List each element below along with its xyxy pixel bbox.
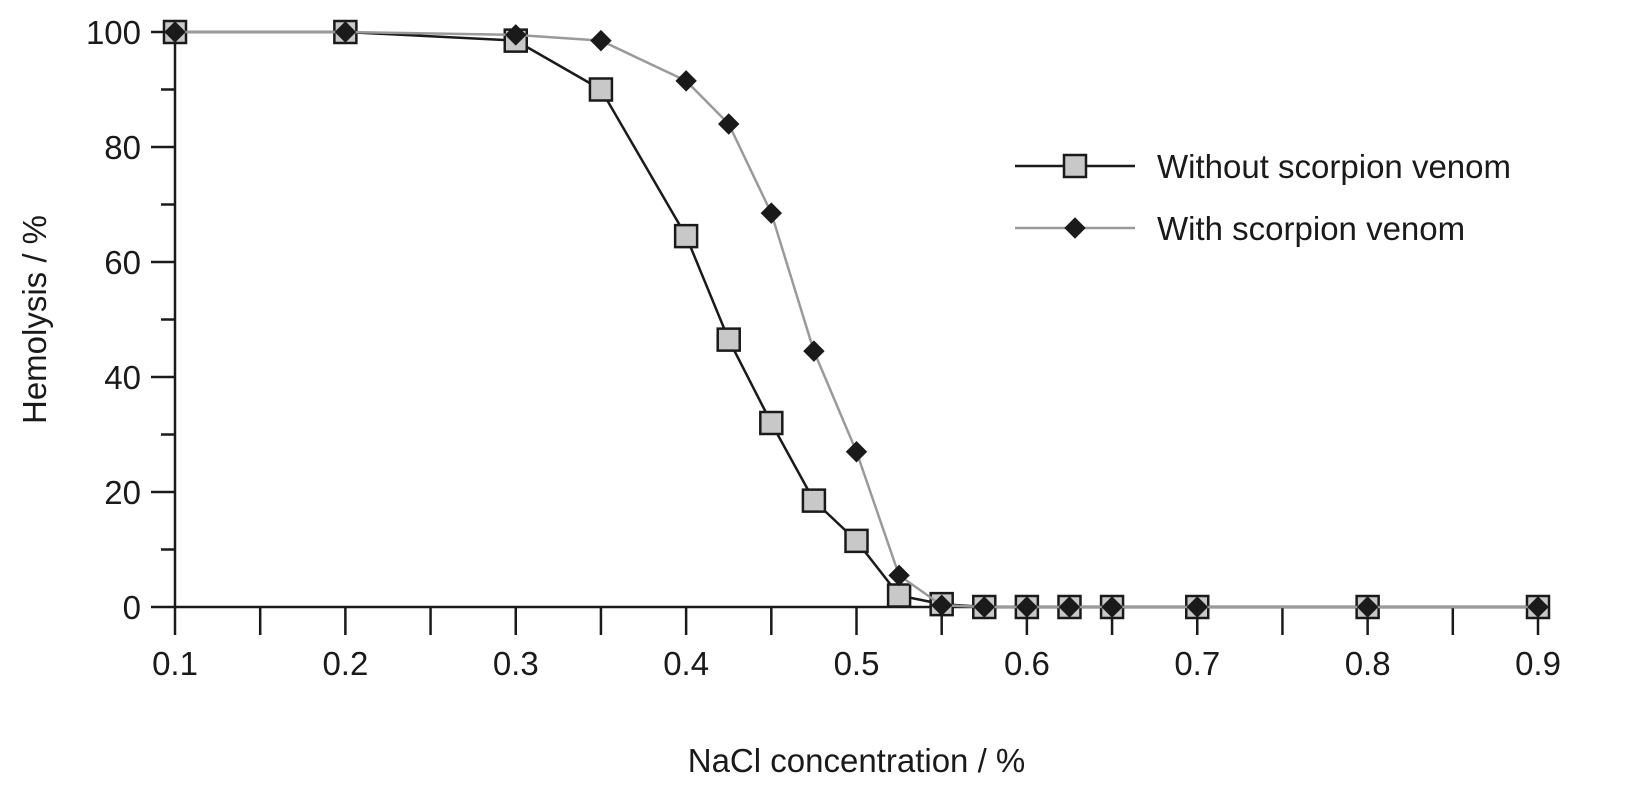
data-point-diamond xyxy=(590,29,612,52)
legend-marker-diamond xyxy=(1064,217,1086,239)
x-tick-label: 0.5 xyxy=(834,645,880,682)
data-point-diamond xyxy=(1058,596,1081,618)
legend-label: Without scorpion venom xyxy=(1157,148,1511,185)
data-point-diamond xyxy=(760,202,783,224)
y-axis-label: Hemolysis / % xyxy=(16,215,53,424)
series-line xyxy=(175,30,1538,609)
data-point-square xyxy=(801,488,827,513)
x-tick-label: 0.8 xyxy=(1345,645,1391,682)
data-point-square xyxy=(673,223,699,249)
data-point-diamond xyxy=(1186,596,1208,618)
x-tick-label: 0.1 xyxy=(152,645,198,682)
data-point-diamond xyxy=(505,24,527,46)
y-tick-label: 80 xyxy=(104,129,141,166)
data-point-diamond xyxy=(1101,596,1123,618)
x-tick-label: 0.3 xyxy=(493,645,539,682)
x-tick-label: 0.7 xyxy=(1174,645,1220,682)
y-tick-label: 100 xyxy=(86,14,141,51)
data-point-diamond xyxy=(845,441,868,463)
y-tick-label: 20 xyxy=(104,474,141,511)
data-point-diamond xyxy=(1356,596,1379,618)
data-point-square xyxy=(588,77,614,102)
data-point-square xyxy=(844,528,869,554)
legend: Without scorpion venom With scorpion veno… xyxy=(1015,148,1511,247)
data-point-diamond xyxy=(930,594,953,616)
y-tick-label: 60 xyxy=(104,244,141,281)
y-tick-label: 40 xyxy=(104,359,141,396)
data-point-diamond xyxy=(1016,596,1038,618)
data-point-diamond xyxy=(675,70,697,92)
data-point-diamond xyxy=(888,564,910,587)
data-point-diamond xyxy=(973,596,995,618)
x-tick-label: 0.6 xyxy=(1004,645,1050,682)
x-tick-label: 0.4 xyxy=(663,645,709,682)
data-point-diamond xyxy=(164,21,186,43)
data-point-diamond xyxy=(1527,596,1549,618)
data-point-square xyxy=(886,583,912,608)
data-point-diamond xyxy=(334,21,357,43)
legend-item: With scorpion venom xyxy=(1015,210,1465,247)
x-tick-label: 0.9 xyxy=(1515,645,1561,682)
series-layer xyxy=(162,19,1551,620)
series-line xyxy=(175,30,1538,609)
data-point-diamond xyxy=(718,113,740,135)
y-ticks: 0 20 40 60 80 100 xyxy=(86,14,175,626)
x-tick-label: 0.2 xyxy=(322,645,368,682)
legend-marker-square xyxy=(1062,153,1088,179)
data-point-square xyxy=(716,327,741,352)
axes xyxy=(173,32,1538,609)
x-axis-label: NaCl concentration / % xyxy=(688,742,1026,779)
y-tick-label: 0 xyxy=(123,589,141,626)
x-ticks: 0.1 0.2 0.3 0.4 0.5 0.6 0.7 0.8 0.9 xyxy=(152,607,1561,682)
series-2 xyxy=(164,21,1549,618)
series-1 xyxy=(162,19,1551,620)
data-point-square xyxy=(759,410,784,436)
legend-item: Without scorpion venom xyxy=(1015,148,1511,185)
legend-label: With scorpion venom xyxy=(1157,210,1465,247)
data-point-diamond xyxy=(803,340,825,362)
